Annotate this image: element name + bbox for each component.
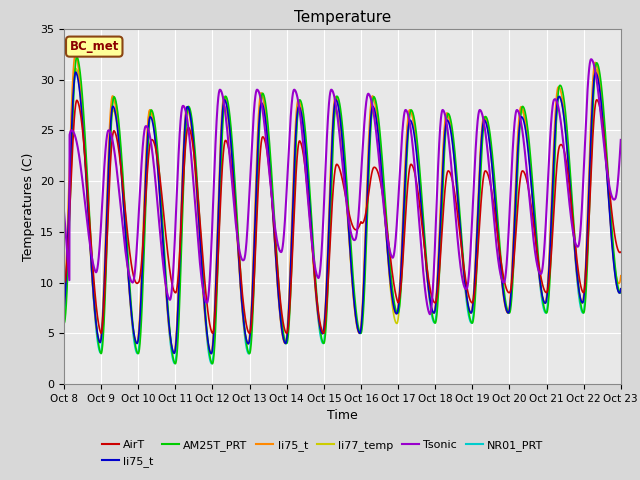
Title: Temperature: Temperature — [294, 10, 391, 25]
X-axis label: Time: Time — [327, 409, 358, 422]
Text: BC_met: BC_met — [70, 40, 119, 53]
Y-axis label: Temperatures (C): Temperatures (C) — [22, 152, 35, 261]
Legend: AirT, li75_t, AM25T_PRT, li75_t, li77_temp, Tsonic, NR01_PRT: AirT, li75_t, AM25T_PRT, li75_t, li77_te… — [97, 436, 548, 471]
